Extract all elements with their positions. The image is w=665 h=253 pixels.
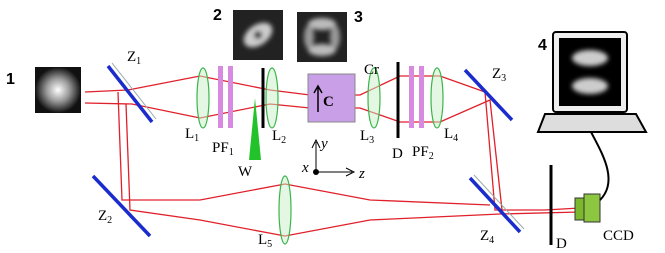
ccd [584, 194, 600, 222]
lens [431, 68, 443, 128]
label: W [238, 164, 253, 180]
axis-origin [313, 169, 319, 175]
filter [218, 66, 223, 128]
lens [279, 176, 291, 244]
label: CCD [603, 228, 634, 244]
screen [559, 38, 621, 106]
axis-label: x [301, 160, 309, 176]
label: D [556, 236, 567, 252]
label: L2 [272, 128, 286, 146]
image-number: 2 [213, 7, 222, 24]
filter [228, 66, 233, 128]
label: Z4 [480, 228, 494, 246]
setup-diagram: 1 2 3 4 Z1 L1 PF1 L2 W C Cr L3 D PF2 L4 … [0, 0, 665, 253]
filter [419, 66, 424, 128]
cable [590, 130, 609, 200]
label: PF1 [212, 140, 234, 158]
lens [197, 68, 209, 128]
image-number: 3 [354, 9, 363, 26]
axis-label: y [319, 136, 328, 152]
label: Z1 [127, 49, 141, 67]
lens [266, 68, 278, 128]
label: D [392, 146, 403, 162]
laptop-base [538, 114, 646, 132]
label: L5 [258, 232, 272, 250]
label: L1 [185, 126, 199, 144]
label: L4 [444, 126, 458, 144]
label: Z3 [492, 66, 506, 84]
axis-label: z [358, 166, 365, 182]
label: Z2 [98, 208, 112, 226]
image-number: 4 [538, 37, 547, 54]
label: C [323, 94, 334, 110]
label: PF2 [412, 144, 434, 162]
label: L3 [360, 128, 374, 146]
mirror [108, 66, 152, 122]
label: Cr [364, 62, 379, 78]
beam-image [35, 67, 81, 113]
filter [409, 66, 414, 128]
image-number: 1 [6, 71, 15, 88]
